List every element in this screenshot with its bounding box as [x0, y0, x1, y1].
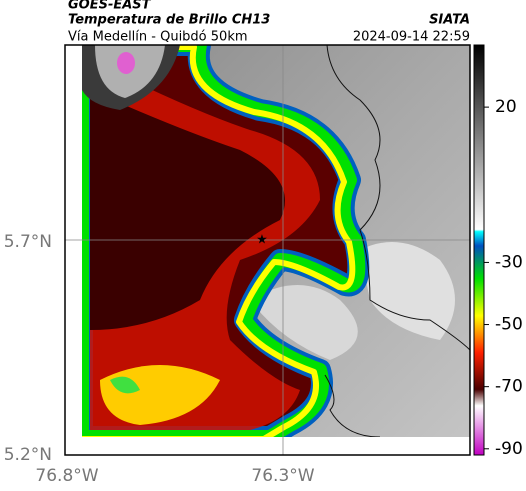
- x-label: 76.3°W: [251, 466, 314, 486]
- colorbar: [473, 44, 485, 456]
- satellite: GOES-EAST: [68, 0, 152, 13]
- location-star: ★: [256, 233, 268, 248]
- colorbar-tick-label: -50: [495, 315, 523, 335]
- timestamp: 2024-09-14 22:59: [353, 30, 470, 45]
- x-label: 76.8°W: [35, 466, 98, 486]
- y-label: 5.2°N: [4, 445, 52, 465]
- colorbar-tick-label: -70: [495, 377, 523, 397]
- colorbar-tick-label: -90: [495, 439, 523, 459]
- source: SIATA: [429, 13, 470, 28]
- product: Temperatura de Brillo CH13: [68, 13, 270, 28]
- y-label: 5.7°N: [4, 232, 52, 252]
- colorbar-tick-label: -30: [495, 252, 523, 272]
- map-frame: [64, 44, 471, 456]
- satellite-image: [82, 45, 470, 437]
- route: Vía Medellín - Quibdó 50km: [68, 30, 248, 45]
- colorbar-tick-label: 20: [495, 97, 517, 117]
